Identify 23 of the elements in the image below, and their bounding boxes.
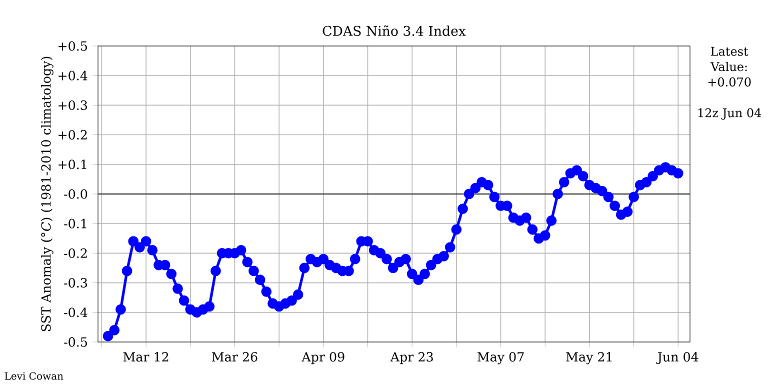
y-tick-label: -0.3 [64,278,88,288]
y-tick-label: -0.5 [64,337,87,347]
y-tick-label: -0.2 [64,248,87,258]
y-tick-label: +0.1 [58,160,86,170]
text: Latest Value: +0.070 [708,46,751,87]
chart-title: CDAS Niño 3.4 Index [322,25,466,36]
y-tick-label: +0.5 [58,41,87,51]
x-tick-label: May 07 [477,352,524,364]
y-tick-label: -0.1 [64,218,86,228]
y-axis-title: SST Anomaly (°C) (1981-2010 climatology) [40,56,54,332]
y-tick-label: -0.0 [64,189,88,199]
text: Levi Cowan [4,372,64,380]
x-tick-label: Apr 09 [302,352,344,364]
y-tick-label: +0.4 [58,70,88,80]
y-tick-label: +0.3 [58,100,88,110]
x-tick-label: Mar 12 [123,352,168,362]
y-tick-label: -0.4 [64,308,88,318]
x-tick-label: May 21 [566,352,612,364]
text: 12z Jun 04 [698,108,762,120]
x-tick-label: Mar 26 [212,352,258,362]
x-tick-label: Apr 23 [390,352,433,364]
y-tick-label: +0.2 [58,130,87,140]
x-tick-label: Jun 04 [656,352,698,364]
